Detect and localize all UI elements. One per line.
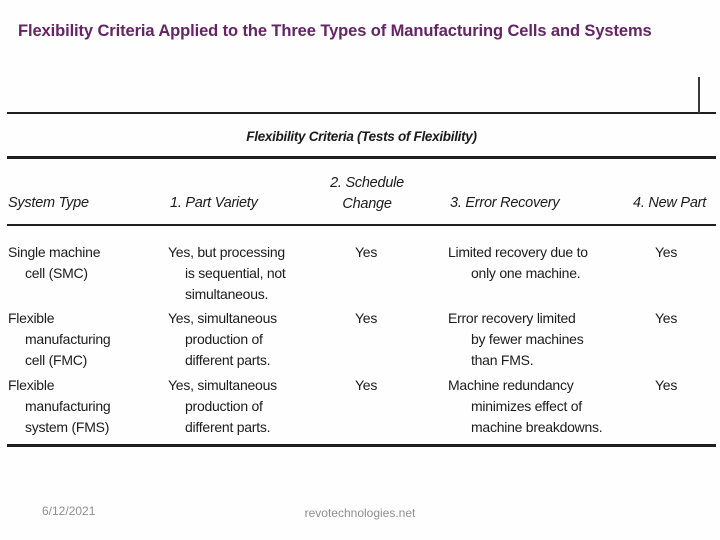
column-header-new-part: 4. New Part — [633, 195, 706, 211]
table-caption: Flexibility Criteria (Tests of Flexibili… — [246, 129, 477, 144]
cell-schedule-change: Yes — [355, 377, 378, 393]
scan-artifact-line — [698, 77, 700, 113]
footer-website: revotechnologies.net — [304, 506, 416, 520]
cell-system-type: Single machine cell (SMC) — [8, 244, 101, 281]
column-header-error-recovery: 3. Error Recovery — [450, 195, 560, 211]
cell-error-recovery: Error recovery limited by fewer machines… — [448, 310, 584, 368]
slide-title: Flexibility Criteria Applied to the Thre… — [18, 22, 652, 40]
table-rule-under-headers — [7, 224, 716, 226]
scanned-table: Flexibility Criteria (Tests of Flexibili… — [7, 77, 716, 447]
cell-error-recovery: Machine redundancy minimizes effect of m… — [448, 377, 603, 435]
cell-schedule-change: Yes — [355, 244, 378, 260]
cell-part-variety: Yes, but processing is sequential, not s… — [168, 244, 286, 302]
cell-system-type: Flexible manufacturing cell (FMC) — [8, 310, 111, 368]
cell-error-recovery: Limited recovery due to only one machine… — [448, 244, 588, 281]
table-rule-top — [7, 112, 716, 114]
cell-new-part: Yes — [655, 377, 678, 393]
column-header-part-variety: 1. Part Variety — [170, 195, 258, 211]
cell-part-variety: Yes, simultaneous production of differen… — [168, 377, 277, 435]
cell-system-type: Flexible manufacturing system (FMS) — [8, 377, 111, 435]
footer-date: 6/12/2021 — [42, 504, 96, 518]
cell-new-part: Yes — [655, 244, 678, 260]
column-header-schedule-change: 2. Schedule Change — [330, 175, 404, 212]
table-rule-bottom — [7, 444, 716, 447]
column-header-system-type: System Type — [8, 195, 89, 211]
cell-part-variety: Yes, simultaneous production of differen… — [168, 310, 277, 368]
cell-schedule-change: Yes — [355, 310, 378, 326]
table-rule-under-caption — [7, 156, 716, 159]
cell-new-part: Yes — [655, 310, 678, 326]
